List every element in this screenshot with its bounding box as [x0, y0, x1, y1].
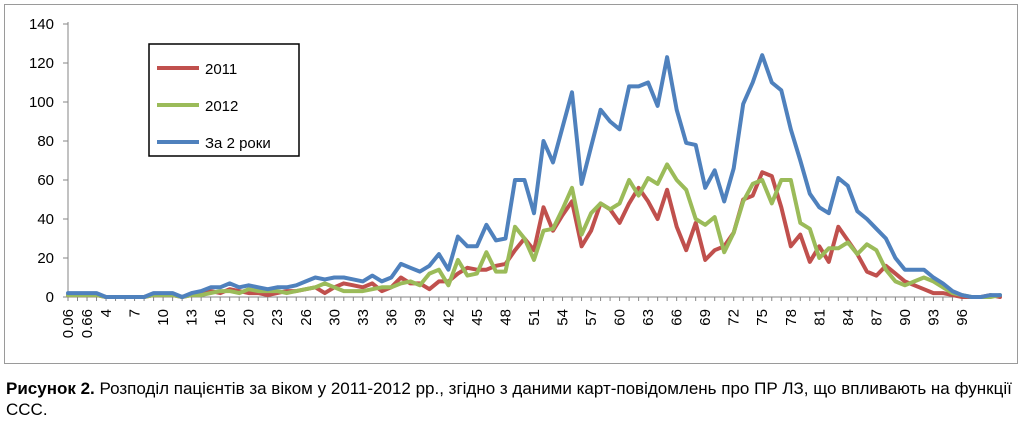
x-tick-label: 60: [612, 309, 629, 326]
x-tick-label: 72: [726, 309, 743, 326]
x-tick-label: 57: [583, 309, 600, 326]
series-line-1: [66, 170, 1002, 299]
x-tick-label: 33: [355, 309, 372, 326]
x-tick-label: 78: [783, 309, 800, 326]
series-line-2: [66, 162, 1002, 299]
caption-text: Розподіл пацієнтів за віком у 2011-2012 …: [6, 379, 1012, 419]
x-tick-label: 84: [840, 309, 857, 326]
x-tick-label: 87: [868, 309, 885, 326]
caption-label: Рисунок 2.: [6, 379, 95, 398]
x-tick-label: 93: [925, 309, 942, 326]
x-tick-label: 26: [298, 309, 315, 326]
y-tick-label: 140: [29, 16, 54, 33]
y-tick-label: 100: [29, 94, 54, 111]
x-tick-label: 30: [326, 309, 343, 326]
y-tick-label: 60: [37, 172, 54, 189]
y-tick-label: 80: [37, 133, 54, 150]
legend-label-3: За 2 роки: [205, 135, 271, 152]
x-tick-label: 42: [440, 309, 457, 326]
figure-caption: Рисунок 2. Розподіл пацієнтів за віком у…: [6, 378, 1016, 420]
x-tick-label: 20: [241, 309, 258, 326]
x-tick-label: 39: [412, 309, 429, 326]
x-tick-label: 54: [555, 309, 572, 326]
x-tick-label: 16: [212, 309, 229, 326]
x-tick-label: 96: [954, 309, 971, 326]
x-tick-label: 81: [811, 309, 828, 326]
x-tick-label: 7: [127, 309, 144, 317]
y-tick-label: 40: [37, 211, 54, 228]
x-tick-label: 75: [754, 309, 771, 326]
x-tick-label: 45: [469, 309, 486, 326]
x-tick-label: 10: [155, 309, 172, 326]
x-tick-label: 48: [497, 309, 514, 326]
x-tick-label: 0.66: [79, 309, 96, 338]
series-line-3: [66, 53, 1002, 299]
x-tick-label: 90: [897, 309, 914, 326]
x-tick-label: 36: [383, 309, 400, 326]
y-tick-label: 0: [46, 289, 54, 306]
x-tick-label: 51: [526, 309, 543, 326]
y-tick-label: 120: [29, 55, 54, 72]
x-tick-label: 23: [269, 309, 286, 326]
legend-box: [148, 43, 300, 157]
x-tick-label: 0.06: [60, 309, 77, 338]
y-tick-label: 20: [37, 250, 54, 267]
legend-label-2: 2012: [205, 98, 238, 115]
legend-label-1: 2011: [205, 61, 237, 78]
x-tick-label: 4: [98, 309, 115, 317]
x-tick-label: 66: [669, 309, 686, 326]
x-tick-label: 13: [184, 309, 201, 326]
x-tick-label: 63: [640, 309, 657, 326]
x-tick-label: 69: [697, 309, 714, 326]
line-chart: 0 20 40 60 80 100 120 140 0.06 0.66 4 7 10 13 16 20 23 26…: [29, 16, 1002, 338]
